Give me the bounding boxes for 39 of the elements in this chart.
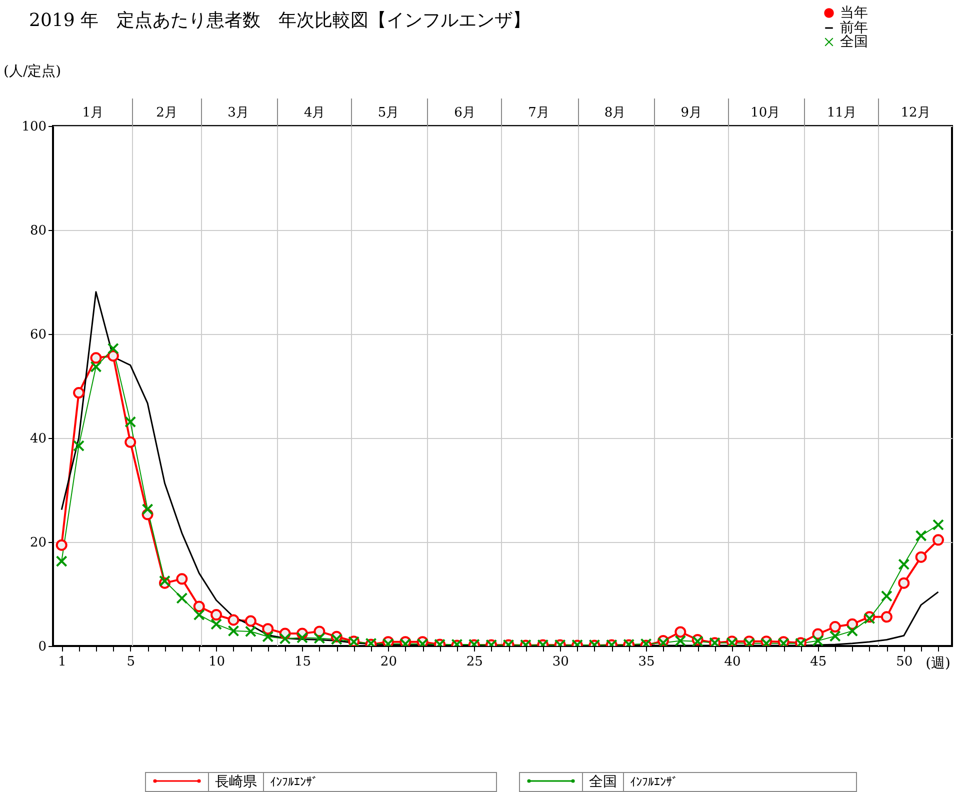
x-tick-label: 35 (638, 654, 655, 670)
y-tick-label: 80 (30, 224, 46, 238)
y-tick-label: 100 (22, 120, 46, 134)
x-axis-title: (週) (926, 656, 950, 672)
x-tick-label: 40 (724, 654, 741, 670)
y-tick-label: 0 (38, 640, 46, 654)
x-tick-label: 30 (552, 654, 569, 670)
legend-label: 全国 (840, 34, 868, 50)
x-tick-label: 45 (810, 654, 827, 670)
text: ｲﾝﾌﾙｴﾝｻﾞ (629, 774, 679, 791)
x2-tick-label: 1月 (82, 106, 104, 120)
x2-tick-label: 6月 (454, 106, 476, 120)
x-tick-label: 10 (208, 654, 226, 670)
chart-title: 2019 年 定点あたり患者数 年次比較図【インフルエンザ】 (29, 10, 531, 31)
x2-tick-label: 11月 (826, 106, 856, 120)
text: 全国 (583, 773, 624, 791)
x2-tick-label: 12月 (900, 106, 930, 120)
x-tick-label: 5 (126, 654, 135, 670)
x2-tick-label: 9月 (680, 106, 702, 120)
x-tick-label: 1 (58, 654, 66, 670)
x2-tick-label: 10月 (750, 106, 780, 120)
y-tick-label: 40 (30, 432, 46, 446)
x2-tick-label: 5月 (378, 106, 400, 120)
text: ｲﾝﾌﾙｴﾝｻﾞ (269, 774, 319, 791)
x-tick-label: 20 (380, 654, 397, 670)
text: 長崎県 (209, 773, 264, 791)
x2-tick-label: 2月 (156, 106, 178, 120)
x-tick-label: 25 (466, 654, 483, 670)
y-tick-label: 20 (30, 536, 46, 550)
x2-tick-label: 4月 (304, 106, 326, 120)
y-axis-title: (人/定点) (4, 64, 62, 80)
x-tick-label: 15 (294, 654, 312, 670)
x-tick-label: 50 (896, 654, 913, 670)
x2-tick-label: 3月 (228, 106, 249, 120)
x2-tick-label: 8月 (604, 106, 626, 120)
x2-tick-label: 7月 (528, 106, 550, 120)
legend-label: 前年 (840, 20, 868, 36)
y-tick-label: 60 (30, 328, 46, 342)
legend-label: 当年 (840, 5, 868, 21)
